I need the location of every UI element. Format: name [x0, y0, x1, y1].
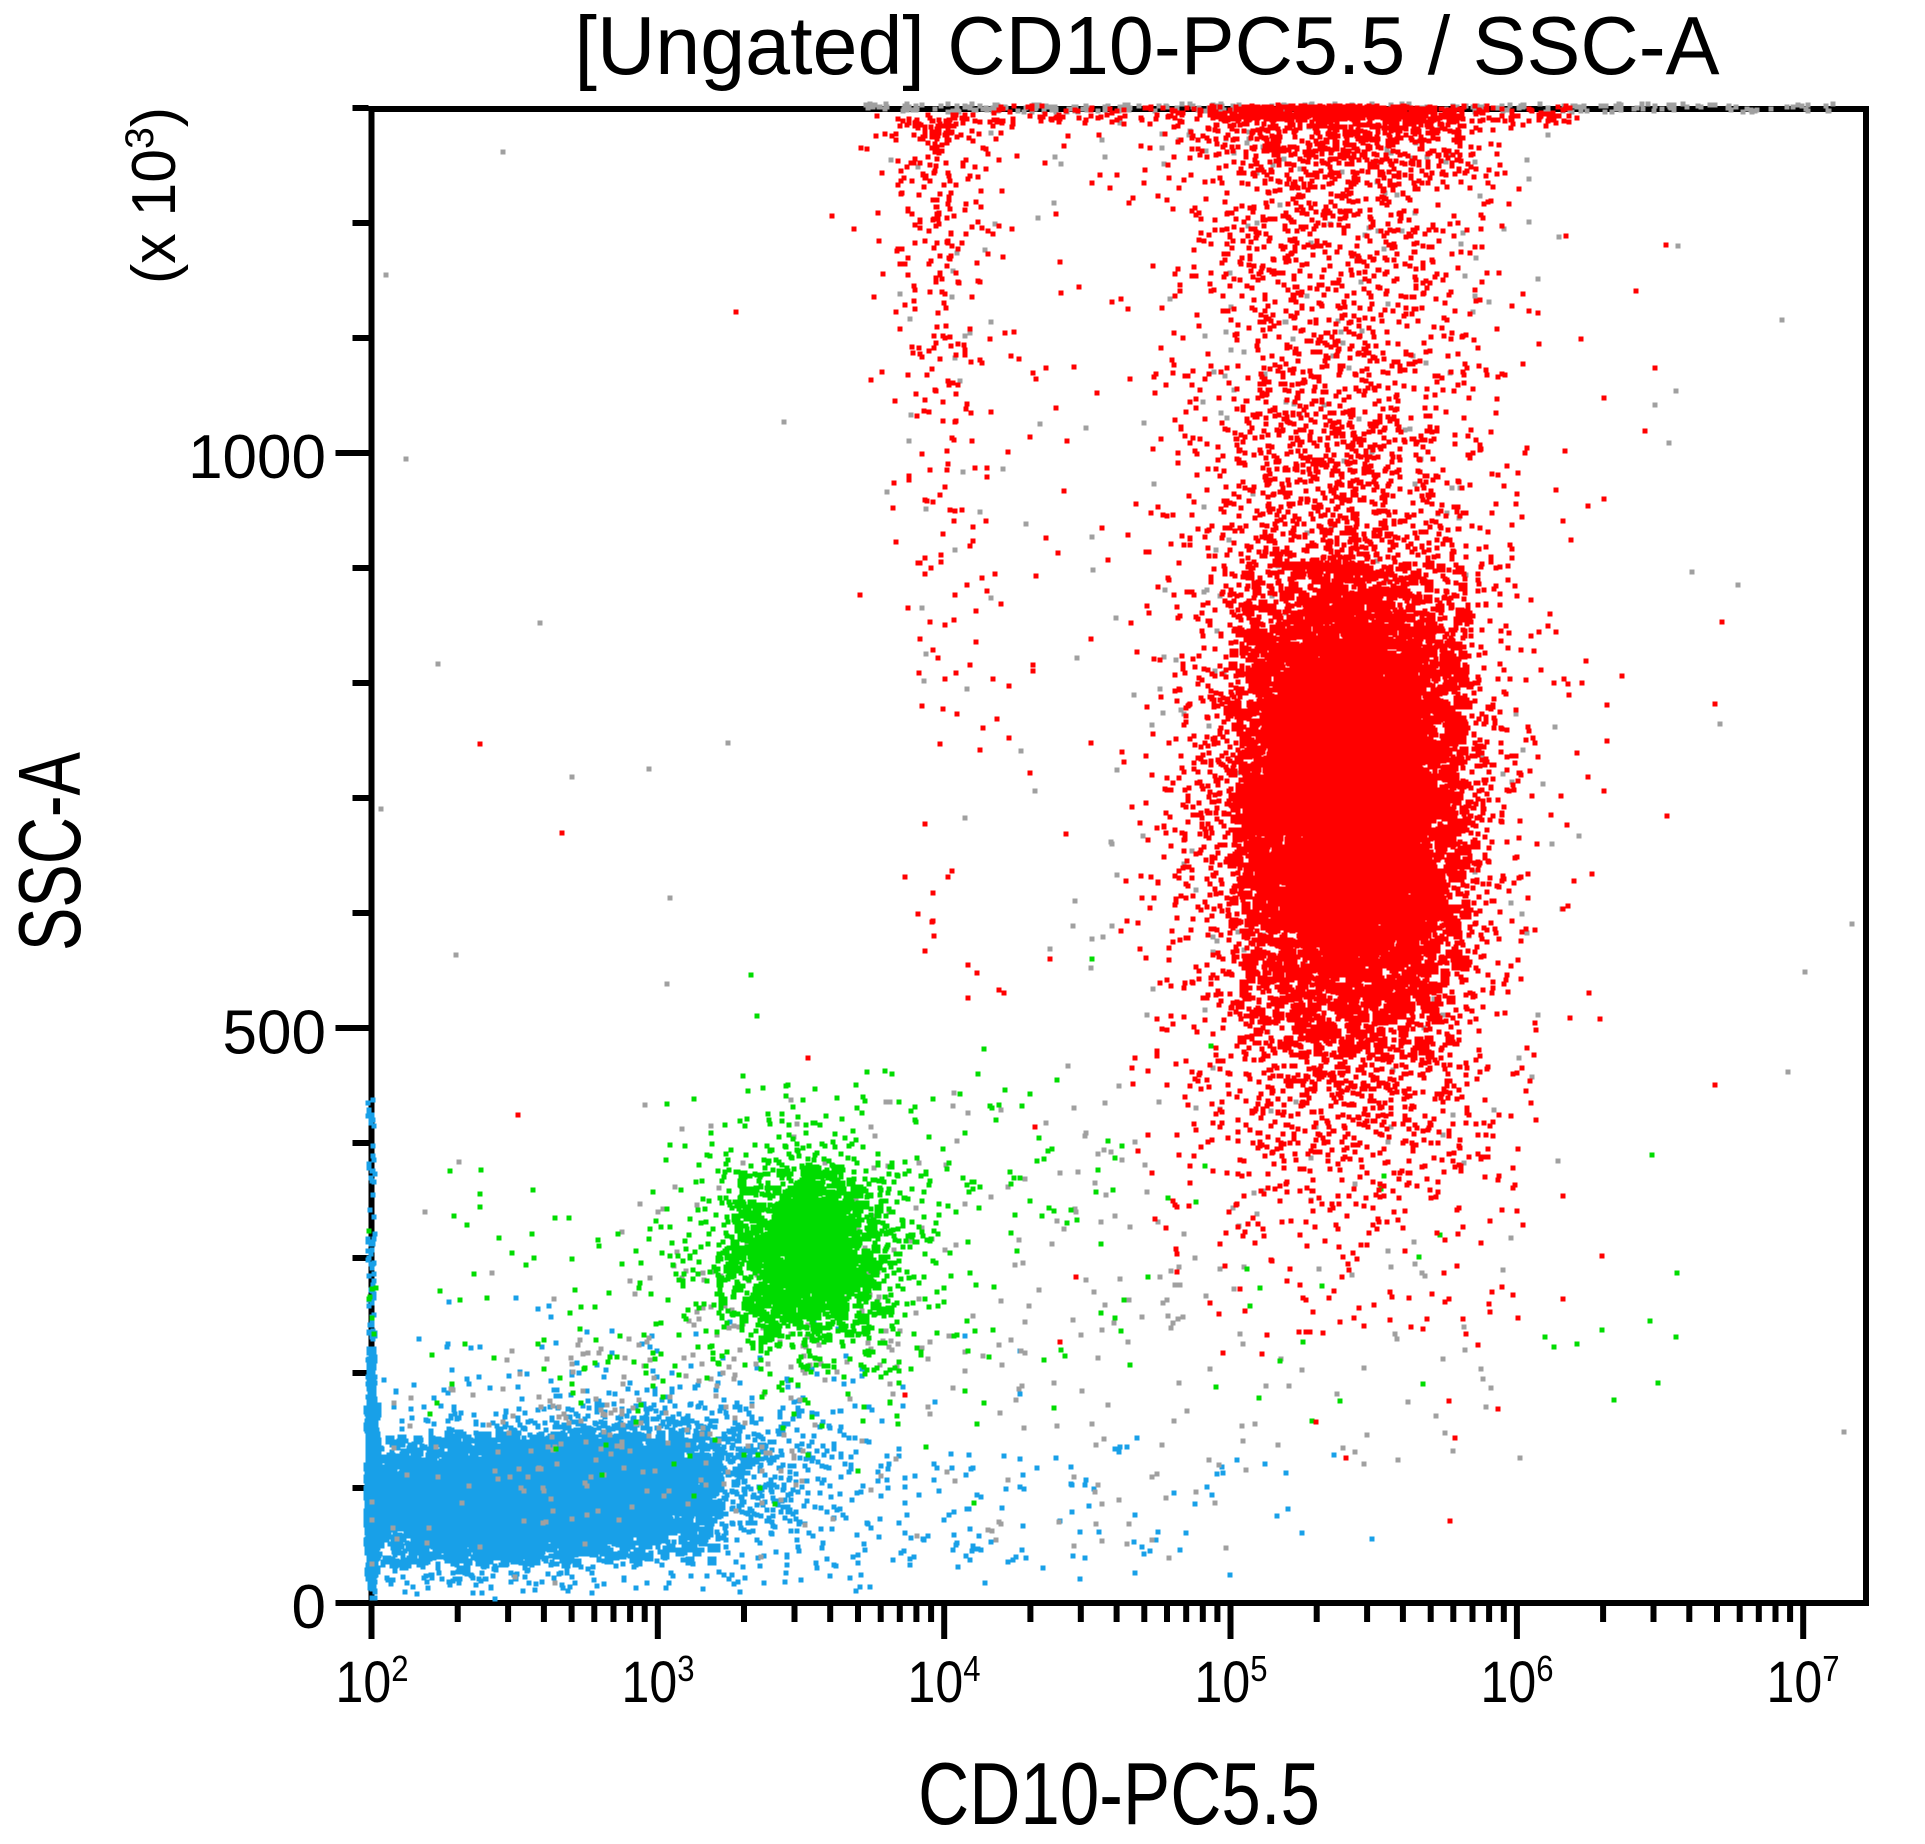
- svg-text:107: 107: [1767, 1648, 1840, 1715]
- svg-text:(x 103): (x 103): [118, 107, 189, 284]
- svg-text:103: 103: [622, 1648, 695, 1715]
- svg-text:0: 0: [292, 1573, 326, 1642]
- svg-text:105: 105: [1195, 1648, 1268, 1715]
- svg-text:CD10-PC5.5: CD10-PC5.5: [918, 1744, 1320, 1843]
- svg-text:106: 106: [1481, 1648, 1554, 1715]
- svg-text:102: 102: [336, 1648, 409, 1715]
- svg-text:1000: 1000: [188, 423, 326, 492]
- svg-text:[Ungated] CD10-PC5.5 / SSC-A: [Ungated] CD10-PC5.5 / SSC-A: [575, 0, 1721, 92]
- svg-text:500: 500: [223, 999, 326, 1068]
- svg-text:SSC-A: SSC-A: [0, 752, 99, 951]
- svg-text:104: 104: [908, 1648, 981, 1715]
